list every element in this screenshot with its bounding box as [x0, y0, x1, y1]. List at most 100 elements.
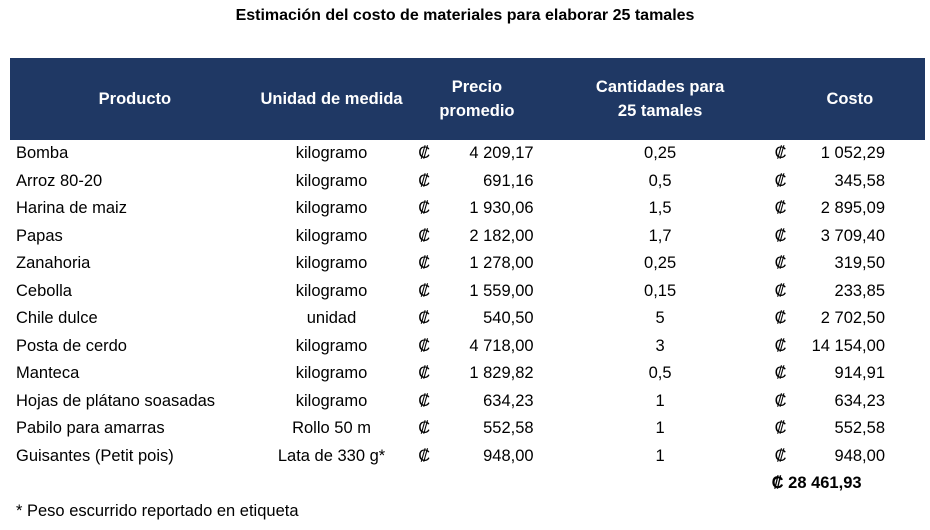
table-row: Hojas de plátano soasadas kilogramo ₡ 634,2… [10, 388, 925, 416]
quantity: 0,5 [648, 171, 672, 190]
average-price: ₡ 1 829,82 [418, 364, 534, 383]
currency-symbol: ₡ [418, 336, 431, 355]
unit: kilogramo [295, 336, 368, 355]
average-price: ₡ 691,16 [418, 171, 534, 190]
unit: Rollo 50 m [292, 419, 371, 438]
cost: ₡ 914,91 [774, 364, 885, 383]
product-name: Arroz 80-20 [16, 171, 103, 190]
quantity: 5 [655, 309, 665, 328]
quantity: 1 [655, 446, 665, 465]
table-row: Zanahoria kilogramo ₡ 1 278,00 0,25 ₡ 319,50 [10, 250, 925, 278]
currency-symbol: ₡ [774, 281, 787, 300]
quantity: 1,5 [648, 199, 672, 218]
average-price: ₡ 540,50 [418, 309, 534, 328]
quantity: 1 [655, 419, 665, 438]
currency-symbol: ₡ [774, 199, 787, 218]
currency-symbol: ₡ [774, 144, 787, 163]
currency-symbol: ₡ [418, 171, 431, 190]
average-price: ₡ 634,23 [418, 391, 534, 410]
quantity: 0,25 [644, 254, 677, 273]
currency-symbol: ₡ [774, 309, 787, 328]
currency-symbol: ₡ [418, 144, 431, 163]
product-name: Cebolla [16, 281, 72, 300]
cost: ₡ 233,85 [774, 281, 885, 300]
product-name: Hojas de plátano soasadas [16, 391, 216, 410]
average-price: ₡ 948,00 [418, 446, 534, 465]
table-row: Manteca kilogramo ₡ 1 829,82 0,5 ₡ 914,91 [10, 360, 925, 388]
cost: ₡ 1 052,29 [774, 144, 885, 163]
product-name: Papas [16, 226, 63, 245]
product-name: Zanahoria [16, 254, 91, 273]
currency-symbol: ₡ [774, 171, 787, 190]
total-row: ₡ 28 461,93 [10, 470, 925, 498]
product-name: Chile dulce [16, 309, 98, 328]
cost: ₡ 14 154,00 [774, 336, 885, 355]
quantity: 0,25 [644, 144, 677, 163]
average-price: ₡ 2 182,00 [418, 226, 534, 245]
header-producto: Producto [98, 90, 172, 108]
unit: kilogramo [295, 199, 368, 218]
unit: unidad [306, 309, 357, 328]
quantity: 0,15 [644, 281, 677, 300]
table-row: Chile dulce unidad ₡ 540,50 5 ₡ 2 702,50 [10, 305, 925, 333]
table-row: Pabilo para amarras Rollo 50 m ₡ 552,58 1 ₡ 55… [10, 415, 925, 443]
table-row: Posta de cerdo kilogramo ₡ 4 718,00 3 ₡ 14 154… [10, 333, 925, 361]
currency-symbol: ₡ [774, 391, 787, 410]
table-row: Guisantes (Petit pois) Lata de 330 g* ₡ 948… [10, 443, 925, 471]
quantity: 1,7 [648, 226, 672, 245]
materials-cost-table: Producto Unidad de medida Precio promedi… [10, 58, 925, 498]
currency-symbol: ₡ [418, 309, 431, 328]
currency-symbol: ₡ [774, 254, 787, 273]
table-row: Bomba kilogramo ₡ 4 209,17 0,25 ₡ 1 052,29 [10, 140, 925, 168]
unit: kilogramo [295, 391, 368, 410]
product-name: Guisantes (Petit pois) [16, 446, 174, 465]
header-costo: Costo [826, 90, 874, 108]
currency-symbol: ₡ [774, 364, 787, 383]
average-price: ₡ 1 930,06 [418, 199, 534, 218]
header-cantidades: Cantidades para 25 tamales [595, 78, 725, 120]
average-price: ₡ 552,58 [418, 419, 534, 438]
table-header: Producto Unidad de medida Precio promedi… [10, 58, 925, 140]
table-row: Harina de maiz kilogramo ₡ 1 930,06 1,5 ₡ 2 89… [10, 195, 925, 223]
currency-symbol: ₡ [774, 226, 787, 245]
cost: ₡ 2 702,50 [774, 309, 885, 328]
product-name: Manteca [16, 364, 80, 383]
cost: ₡ 3 709,40 [774, 226, 885, 245]
header-precio: Precio promedio [439, 78, 515, 120]
quantity: 0,5 [648, 364, 672, 383]
cost: ₡ 552,58 [774, 419, 885, 438]
page-title: Estimación del costo de materiales para … [235, 7, 695, 24]
footnote: * Peso escurrido reportado en etiqueta [16, 502, 299, 520]
table-row: Arroz 80-20 kilogramo ₡ 691,16 0,5 ₡ 345,58 [10, 168, 925, 196]
currency-symbol: ₡ [418, 391, 431, 410]
cost: ₡ 345,58 [774, 171, 885, 190]
product-name: Bomba [16, 144, 69, 163]
currency-symbol: ₡ [774, 419, 787, 438]
currency-symbol: ₡ [418, 254, 431, 273]
currency-symbol: ₡ [418, 446, 431, 465]
unit: kilogramo [295, 226, 368, 245]
currency-symbol: ₡ [418, 364, 431, 383]
cost: ₡ 2 895,09 [774, 199, 885, 218]
unit: kilogramo [295, 364, 368, 383]
table-row: Cebolla kilogramo ₡ 1 559,00 0,15 ₡ 233,85 [10, 278, 925, 306]
product-name: Pabilo para amarras [16, 419, 165, 438]
quantity: 1 [655, 391, 665, 410]
cost: ₡ 634,23 [774, 391, 885, 410]
currency-symbol: ₡ [418, 226, 431, 245]
unit: kilogramo [295, 254, 368, 273]
average-price: ₡ 1 559,00 [418, 281, 534, 300]
average-price: ₡ 4 718,00 [418, 336, 534, 355]
currency-symbol: ₡ [774, 446, 787, 465]
unit: kilogramo [295, 171, 368, 190]
product-name: Posta de cerdo [16, 336, 127, 355]
table-row: Papas kilogramo ₡ 2 182,00 1,7 ₡ 3 709,40 [10, 223, 925, 251]
currency-symbol: ₡ [418, 419, 431, 438]
product-name: Harina de maiz [16, 199, 127, 218]
unit: kilogramo [295, 281, 368, 300]
header-unidad: Unidad de medida [260, 90, 403, 108]
total-cost: ₡ 28 461,93 [771, 474, 862, 493]
unit: kilogramo [295, 144, 368, 163]
average-price: ₡ 1 278,00 [418, 254, 534, 273]
cost: ₡ 319,50 [774, 254, 885, 273]
